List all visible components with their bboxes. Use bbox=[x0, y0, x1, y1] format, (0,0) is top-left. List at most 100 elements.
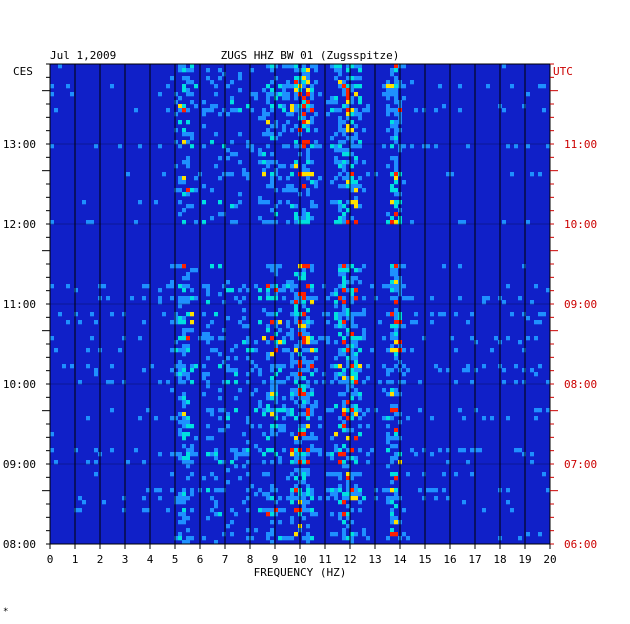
heatmap-cell bbox=[302, 68, 306, 73]
heatmap-cell bbox=[238, 108, 242, 113]
heatmap-cell bbox=[178, 264, 182, 269]
heatmap-cell bbox=[342, 268, 346, 273]
heatmap-cell bbox=[346, 384, 350, 389]
heatmap-cell bbox=[166, 508, 170, 513]
heatmap-cell bbox=[186, 496, 190, 501]
heatmap-cell bbox=[394, 124, 398, 129]
heatmap-cell bbox=[270, 520, 274, 525]
heatmap-cell bbox=[122, 336, 126, 341]
heatmap-cell bbox=[290, 492, 294, 497]
heatmap-cell bbox=[190, 204, 194, 209]
heatmap-cell bbox=[158, 496, 162, 501]
heatmap-cell bbox=[278, 364, 282, 369]
heatmap-cell bbox=[186, 344, 190, 349]
heatmap-cell bbox=[266, 536, 270, 541]
heatmap-cell bbox=[394, 332, 398, 337]
heatmap-cell bbox=[290, 280, 294, 285]
heatmap-cell bbox=[182, 540, 186, 545]
heatmap-cell bbox=[138, 144, 142, 149]
heatmap-cell bbox=[466, 320, 470, 325]
heatmap-cell bbox=[394, 312, 398, 317]
heatmap-cell bbox=[394, 432, 398, 437]
heatmap-cell bbox=[266, 396, 270, 401]
heatmap-cell bbox=[182, 108, 186, 113]
heatmap-cell bbox=[334, 288, 338, 293]
heatmap-cell bbox=[182, 416, 186, 421]
heatmap-cell bbox=[302, 536, 306, 541]
heatmap-cell bbox=[382, 364, 386, 369]
heatmap-cell bbox=[306, 212, 310, 217]
heatmap-cell bbox=[342, 168, 346, 173]
heatmap-cell bbox=[390, 172, 394, 177]
heatmap-cell bbox=[250, 68, 254, 73]
heatmap-cell bbox=[266, 128, 270, 133]
heatmap-cell bbox=[270, 124, 274, 129]
heatmap-cell bbox=[258, 196, 262, 201]
heatmap-cell bbox=[394, 316, 398, 321]
heatmap-cell bbox=[394, 404, 398, 409]
heatmap-cell bbox=[266, 340, 270, 345]
heatmap-cell bbox=[262, 380, 266, 385]
heatmap-cell bbox=[270, 64, 274, 69]
heatmap-cell bbox=[350, 372, 354, 377]
heatmap-cell bbox=[394, 300, 398, 305]
heatmap-cell bbox=[306, 396, 310, 401]
heatmap-cell bbox=[270, 364, 274, 369]
heatmap-cell bbox=[326, 336, 330, 341]
heatmap-cell bbox=[266, 160, 270, 165]
heatmap-cell bbox=[322, 336, 326, 341]
heatmap-cell bbox=[346, 308, 350, 313]
heatmap-cell bbox=[334, 324, 338, 329]
heatmap-cell bbox=[178, 104, 182, 109]
heatmap-cell bbox=[466, 144, 470, 149]
heatmap-cell bbox=[222, 360, 226, 365]
heatmap-cell bbox=[314, 68, 318, 73]
right-time-label: 10:00 bbox=[564, 218, 597, 231]
heatmap-cell bbox=[394, 212, 398, 217]
heatmap-cell bbox=[234, 464, 238, 469]
heatmap-cell bbox=[390, 460, 394, 465]
heatmap-cell bbox=[258, 424, 262, 429]
heatmap-cell bbox=[50, 448, 54, 453]
heatmap-cell bbox=[354, 436, 358, 441]
heatmap-cell bbox=[222, 108, 226, 113]
heatmap-cell bbox=[346, 116, 350, 121]
heatmap-cell bbox=[282, 92, 286, 97]
heatmap-cell bbox=[282, 336, 286, 341]
heatmap-cell bbox=[390, 512, 394, 517]
heatmap-cell bbox=[290, 164, 294, 169]
heatmap-cell bbox=[346, 208, 350, 213]
heatmap-cell bbox=[190, 320, 194, 325]
heatmap-cell bbox=[378, 320, 382, 325]
heatmap-cell bbox=[50, 220, 54, 225]
heatmap-cell bbox=[218, 396, 222, 401]
heatmap-cell bbox=[346, 488, 350, 493]
heatmap-cell bbox=[342, 424, 346, 429]
heatmap-cell bbox=[394, 140, 398, 145]
heatmap-cell bbox=[418, 408, 422, 413]
heatmap-cell bbox=[338, 64, 342, 69]
heatmap-cell bbox=[346, 88, 350, 93]
heatmap-cell bbox=[190, 536, 194, 541]
heatmap-cell bbox=[306, 140, 310, 145]
heatmap-cell bbox=[354, 184, 358, 189]
heatmap-cell bbox=[350, 172, 354, 177]
heatmap-cell bbox=[410, 80, 414, 85]
heatmap-cell bbox=[386, 108, 390, 113]
heatmap-cell bbox=[322, 372, 326, 377]
heatmap-cell bbox=[186, 276, 190, 281]
heatmap-cell bbox=[338, 392, 342, 397]
heatmap-cell bbox=[50, 336, 54, 341]
heatmap-cell bbox=[182, 424, 186, 429]
heatmap-cell bbox=[350, 380, 354, 385]
heatmap-cell bbox=[526, 220, 530, 225]
heatmap-cell bbox=[318, 448, 322, 453]
heatmap-cell bbox=[390, 408, 394, 413]
heatmap-cell bbox=[290, 360, 294, 365]
heatmap-cell bbox=[346, 268, 350, 273]
heatmap-cell bbox=[86, 460, 90, 465]
heatmap-cell bbox=[314, 184, 318, 189]
heatmap-cell bbox=[306, 216, 310, 221]
heatmap-cell bbox=[274, 432, 278, 437]
heatmap-cell bbox=[466, 460, 470, 465]
